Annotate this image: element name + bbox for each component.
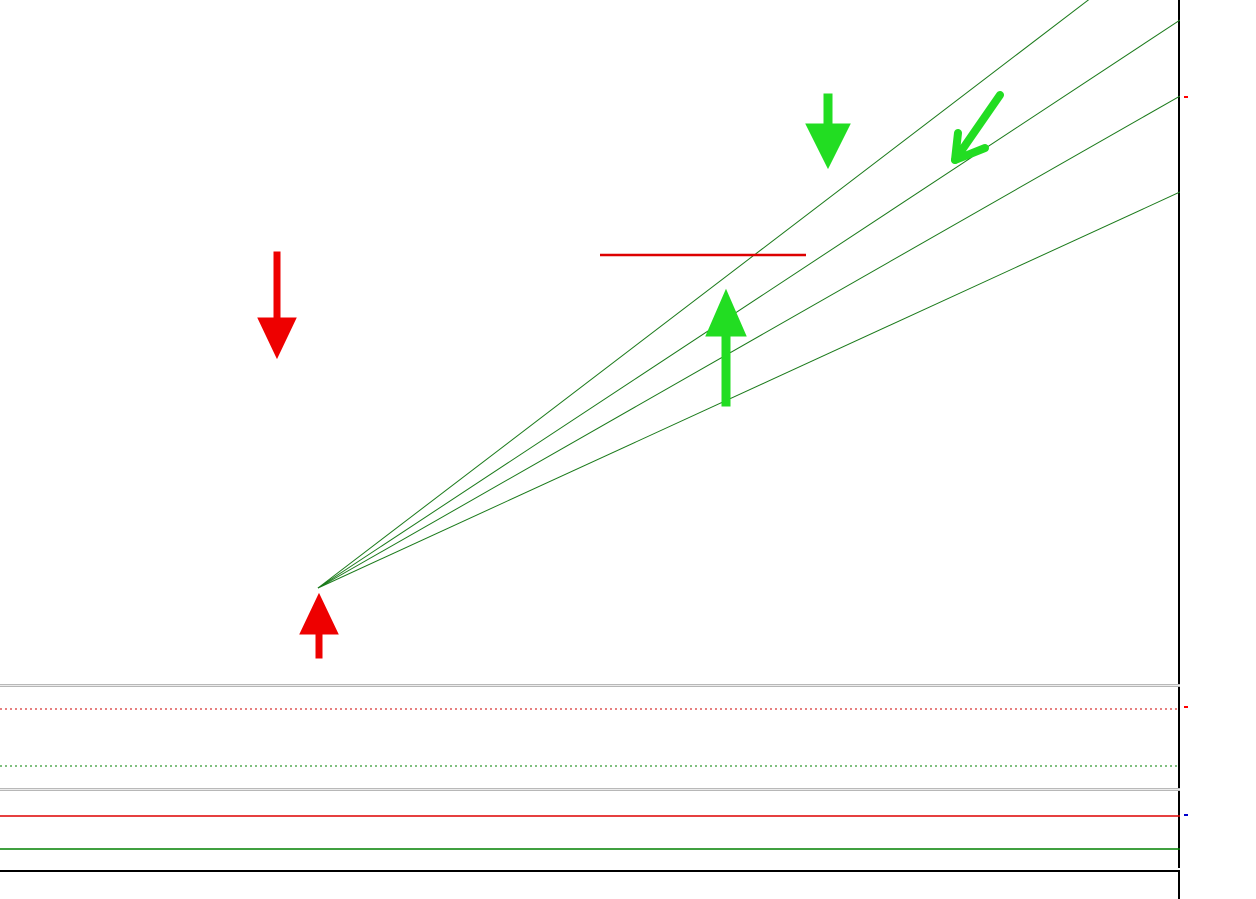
stochastic-pane (0, 687, 1180, 788)
pane-divider-2 (0, 788, 1180, 791)
rsi-value-badge (1184, 814, 1188, 816)
time-axis (0, 870, 1180, 899)
price-axis (1182, 0, 1256, 899)
rsi-plot (0, 815, 1180, 850)
price-candles (317, 0, 1180, 589)
rsi-pane (0, 791, 1180, 868)
price-pane (317, 0, 1180, 684)
pane-divider-1 (0, 684, 1180, 687)
stochastic-plot (0, 708, 1180, 767)
stochastic-value-badge (1184, 706, 1188, 708)
last-price-badge (1184, 96, 1188, 98)
